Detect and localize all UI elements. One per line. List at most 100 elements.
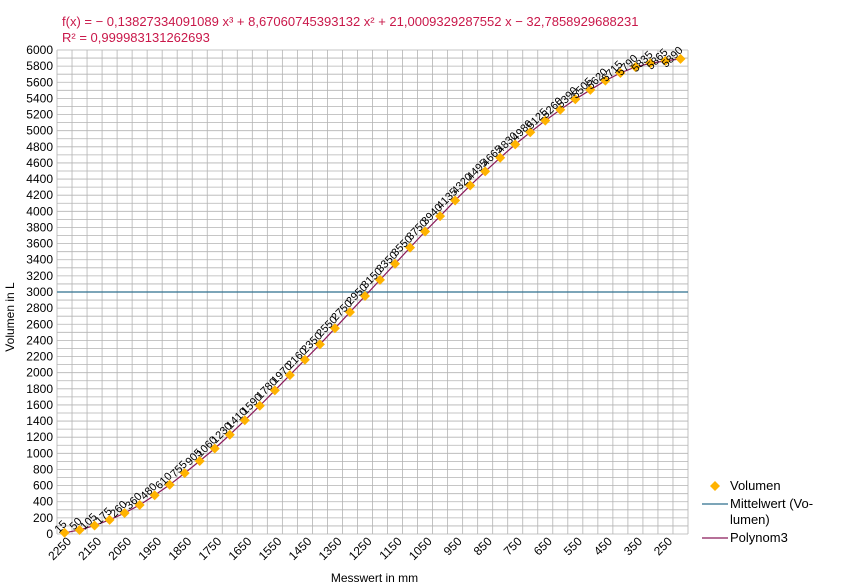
y-tick-label: 5600: [26, 75, 53, 89]
data-point: [179, 468, 190, 479]
x-tick-label: 1050: [406, 534, 435, 563]
data-point: [89, 520, 100, 531]
y-axis-title: Volumen in L: [3, 282, 17, 352]
y-tick-label: 4400: [26, 172, 53, 186]
legend-item-polynom3: Polynom3: [700, 530, 840, 546]
x-tick-label: 950: [441, 534, 465, 558]
data-point: [299, 354, 310, 365]
x-tick-label: 1950: [136, 534, 165, 563]
data-point: [615, 67, 626, 78]
y-tick-label: 3800: [26, 220, 53, 234]
y-tick-label: 200: [33, 511, 53, 525]
x-tick-label: 750: [501, 534, 525, 558]
y-tick-label: 5200: [26, 108, 53, 122]
diamond-marker-icon: [700, 478, 730, 494]
x-tick-label: 850: [471, 534, 495, 558]
x-tick-label: 1650: [226, 534, 255, 563]
data-point: [660, 55, 671, 66]
y-tick-label: 4000: [26, 204, 53, 218]
y-tick-label: 1000: [26, 446, 53, 460]
y-tick-label: 1400: [26, 414, 53, 428]
legend-label: Polynom3: [730, 530, 788, 545]
y-tick-label: 0: [46, 527, 53, 541]
data-point: [74, 524, 85, 535]
legend-label: Mittelwert (Vo- lumen): [730, 496, 814, 527]
x-tick-label: 250: [651, 534, 675, 558]
x-tick-label: 450: [591, 534, 615, 558]
y-tick-label: 5000: [26, 124, 53, 138]
data-point: [194, 455, 205, 466]
data-point: [510, 139, 521, 150]
data-point: [104, 514, 115, 525]
y-tick-label: 800: [33, 462, 53, 476]
data-point: [405, 242, 416, 253]
x-tick-label: 1550: [256, 534, 285, 563]
y-tick-label: 1800: [26, 382, 53, 396]
data-point: [164, 479, 175, 490]
legend-item-mittelwert: Mittelwert (Vo- lumen): [700, 496, 840, 528]
data-point: [525, 127, 536, 138]
y-tick-label: 2400: [26, 333, 53, 347]
data-point: [209, 443, 220, 454]
data-point: [450, 195, 461, 206]
x-tick-label: 650: [531, 534, 555, 558]
x-tick-label: 350: [621, 534, 645, 558]
data-point: [59, 527, 70, 538]
data-point: [465, 180, 476, 191]
y-tick-label: 400: [33, 495, 53, 509]
data-point: [540, 115, 551, 126]
data-point: [284, 370, 295, 381]
y-tick-label: 2600: [26, 317, 53, 331]
y-tick-label: 5400: [26, 91, 53, 105]
line-swatch-icon: [700, 496, 730, 512]
data-point: [149, 490, 160, 501]
y-tick-label: 2000: [26, 366, 53, 380]
legend-item-volumen: Volumen: [700, 478, 840, 494]
y-tick-label: 3000: [26, 285, 53, 299]
x-tick-label: 2150: [75, 534, 104, 563]
x-tick-label: 1450: [286, 534, 315, 563]
trendline-equation: f(x) = − 0,13827334091089 x³ + 8,6706074…: [62, 14, 639, 29]
x-tick-label: 1850: [166, 534, 195, 563]
legend: Volumen Mittelwert (Vo- lumen) Polynom3: [700, 478, 840, 548]
y-tick-label: 3400: [26, 253, 53, 267]
data-point: [555, 104, 566, 115]
legend-label: Volumen: [730, 478, 781, 493]
data-point: [495, 152, 506, 163]
data-point: [314, 339, 325, 350]
data-point: [269, 385, 280, 396]
x-tick-label: 1350: [316, 534, 345, 563]
y-tick-label: 1600: [26, 398, 53, 412]
y-tick-label: 2200: [26, 350, 53, 364]
x-tick-label: 1150: [377, 534, 405, 562]
data-point: [570, 94, 581, 105]
y-tick-label: 600: [33, 479, 53, 493]
data-point: [390, 258, 401, 269]
y-tick-label: 4600: [26, 156, 53, 170]
line-swatch-icon: [700, 530, 730, 546]
y-tick-label: 2800: [26, 301, 53, 315]
data-point: [435, 211, 446, 222]
x-tick-label: 1750: [196, 534, 225, 563]
data-point: [239, 415, 250, 426]
y-tick-label: 1200: [26, 430, 53, 444]
data-point: [119, 508, 130, 519]
data-point: [359, 291, 370, 302]
y-tick-label: 5800: [26, 59, 53, 73]
y-tick-label: 4200: [26, 188, 53, 202]
data-point: [375, 274, 386, 285]
y-tick-label: 3200: [26, 269, 53, 283]
data-point: [600, 75, 611, 86]
data-point: [675, 53, 686, 64]
y-tick-label: 3600: [26, 237, 53, 251]
data-point: [420, 226, 431, 237]
data-point: [254, 400, 265, 411]
data-point: [344, 307, 355, 318]
x-tick-label: 550: [561, 534, 585, 558]
y-tick-label: 6000: [26, 43, 53, 57]
data-point: [585, 84, 596, 95]
x-axis-title: Messwert in mm: [331, 571, 418, 585]
x-tick-label: 2050: [105, 534, 134, 563]
y-tick-label: 4800: [26, 140, 53, 154]
